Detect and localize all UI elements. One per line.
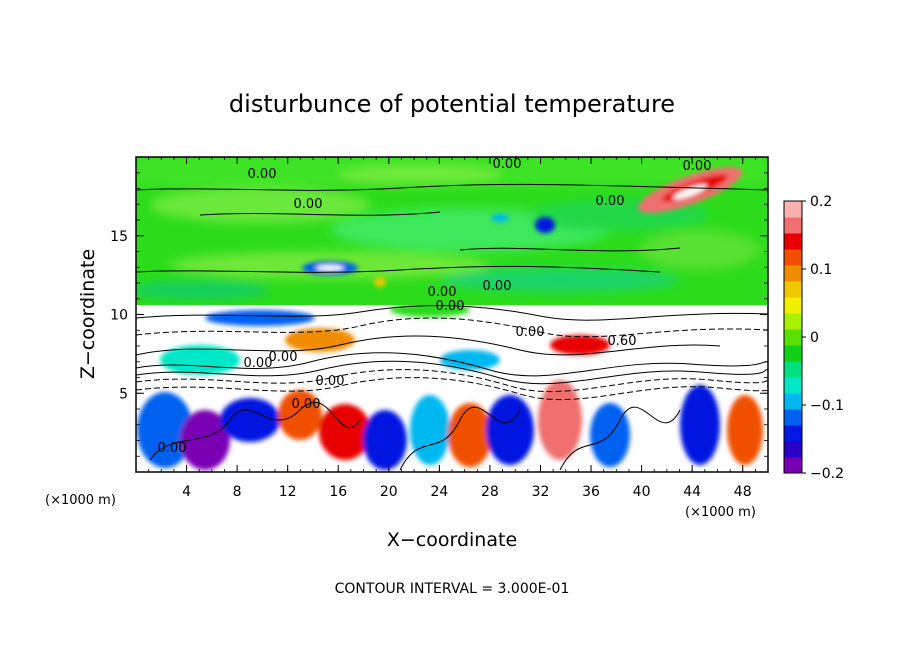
- x-tick-label: 32: [532, 484, 550, 500]
- colorbar-swatch: [784, 249, 802, 266]
- contour-label: 0.00: [436, 299, 465, 314]
- contour-label: 0.00: [158, 441, 187, 456]
- contour-label: 0.60: [608, 334, 637, 349]
- contour-label: 0.00: [248, 167, 277, 182]
- plot-area: [136, 157, 768, 472]
- colorbar-tick-label: −0.1: [810, 398, 844, 414]
- colorbar-swatch: [784, 377, 802, 394]
- contour-label: 0.00: [428, 285, 457, 300]
- x-axis-ticks: 4 8 12 16 20 24 28 32 36 40 44 48: [148, 157, 756, 500]
- colorbar-swatch: [784, 217, 802, 234]
- z-unit-label: (×1000 m): [45, 493, 116, 508]
- contour-labels: 0.000.000.000.000.000.00 0.000.000.000.00…: [158, 157, 712, 456]
- colorbar-swatch: [784, 281, 802, 298]
- contour-label: 0.00: [596, 194, 625, 209]
- contour-label: 0.00: [244, 356, 273, 371]
- x-tick-label: 48: [734, 484, 752, 500]
- x-tick-label: 20: [380, 484, 398, 500]
- colorbar-swatch: [784, 441, 802, 458]
- y-tick-label: 10: [110, 308, 128, 324]
- contour-label: 0.00: [493, 157, 522, 172]
- x-tick-label: 24: [430, 484, 448, 500]
- y-axis-label: Z−coordinate: [77, 249, 99, 379]
- x-tick-label: 8: [233, 484, 242, 500]
- x-tick-label: 4: [182, 484, 191, 500]
- contour-interval-note: CONTOUR INTERVAL = 3.000E-01: [335, 581, 570, 597]
- chart-title: disturbunce of potential temperature: [229, 90, 675, 118]
- contour-label: 0.00: [294, 197, 323, 212]
- colorbar-swatch: [784, 345, 802, 362]
- colorbar-swatch: [784, 457, 802, 474]
- y-tick-label: 5: [119, 386, 128, 402]
- colorbar-tick-label: 0.1: [810, 262, 832, 278]
- colorbar-tick-label: −0.2: [810, 466, 844, 482]
- y-axis-ticks: 5 10 15: [110, 172, 768, 457]
- colorbar-swatch: [784, 313, 802, 330]
- colorbar-ticks: 0.2 0.1 0 −0.1 −0.2: [802, 194, 844, 482]
- colorbar-swatch: [784, 201, 802, 218]
- colorbar-swatch: [784, 425, 802, 442]
- colorbar-tick-label: 0.2: [810, 194, 832, 210]
- x-tick-label: 40: [633, 484, 651, 500]
- x-tick-label: 36: [582, 484, 600, 500]
- colorbar-tick-label: 0: [810, 330, 819, 346]
- contour-label: 0.00: [483, 279, 512, 294]
- x-unit-label: (×1000 m): [685, 505, 756, 520]
- colorbar-swatch: [784, 297, 802, 314]
- colorbar-swatch: [784, 265, 802, 282]
- x-tick-label: 12: [279, 484, 297, 500]
- colorbar-swatch: [784, 361, 802, 378]
- colorbar-swatch: [784, 393, 802, 410]
- colorbar-swatch: [784, 233, 802, 250]
- x-tick-label: 16: [329, 484, 347, 500]
- contour-label: 0.00: [516, 325, 545, 340]
- x-axis-label: X−coordinate: [387, 529, 517, 551]
- colorbar-swatch: [784, 409, 802, 426]
- contour-label: 0.00: [292, 397, 321, 412]
- x-tick-label: 28: [481, 484, 499, 500]
- contour-label: 0.00: [269, 350, 298, 365]
- contour-label: 0.00: [683, 159, 712, 174]
- contour-label: 0.00: [316, 374, 345, 389]
- colorbar-swatch: [784, 329, 802, 346]
- x-tick-label: 44: [683, 484, 701, 500]
- dense-contour-band: [136, 183, 768, 471]
- y-tick-label: 15: [110, 229, 128, 245]
- colorbar: [783, 200, 803, 474]
